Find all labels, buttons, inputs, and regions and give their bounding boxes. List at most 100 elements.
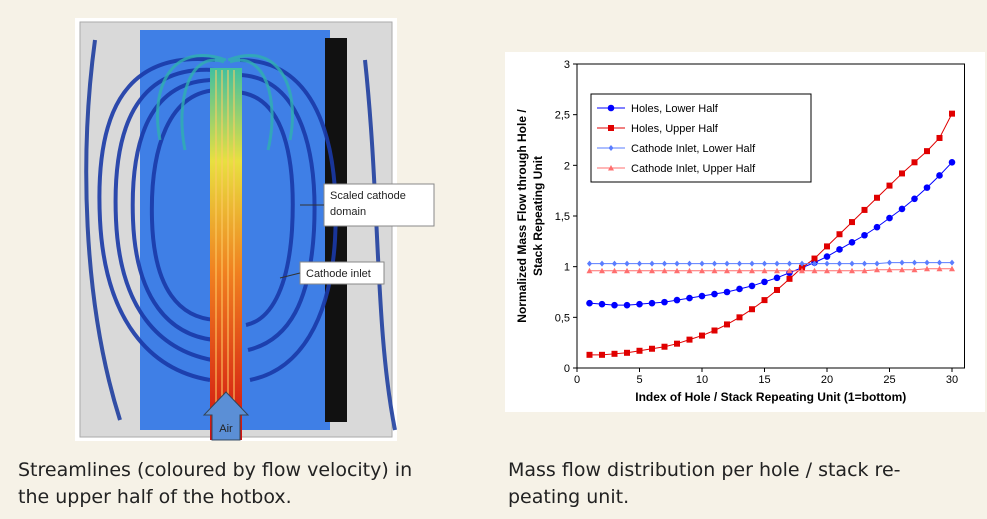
data-point — [774, 286, 780, 293]
legend-box — [590, 93, 812, 183]
data-point — [899, 259, 905, 266]
data-point — [824, 267, 830, 274]
data-point — [861, 231, 868, 239]
data-point — [862, 260, 867, 267]
data-point — [599, 351, 605, 358]
x-tick-label: 0 — [574, 374, 580, 386]
data-point — [624, 349, 630, 356]
data-point — [736, 314, 743, 321]
data-point — [936, 134, 943, 141]
data-point — [586, 299, 593, 307]
data-point — [724, 267, 730, 274]
data-point — [849, 219, 855, 226]
data-point — [799, 267, 805, 274]
data-point — [773, 274, 781, 282]
data-point — [899, 266, 905, 273]
data-point — [686, 336, 693, 343]
series-line — [589, 268, 952, 272]
caption: Streamlines (coloured by flow velocity) … — [18, 459, 412, 481]
data-point — [712, 260, 717, 267]
data-point — [786, 267, 793, 274]
simulation-image: Scaled cathode domain Cathode inlet Air — [75, 18, 435, 441]
x-tick-label: 15 — [758, 374, 770, 386]
data-point — [636, 267, 643, 274]
data-point — [749, 306, 755, 313]
x-tick-label: 30 — [946, 374, 958, 386]
data-point — [899, 170, 905, 177]
legend-label: Cathode Inlet, Lower Half — [631, 143, 756, 155]
data-point — [911, 159, 918, 166]
data-point — [636, 347, 643, 354]
callout-label: Scaled cathode — [330, 190, 406, 202]
data-point — [924, 265, 930, 272]
y-tick-label: 1,5 — [555, 211, 570, 223]
data-point — [687, 260, 692, 267]
data-point — [661, 267, 668, 274]
data-point — [774, 267, 780, 274]
data-point — [587, 260, 592, 267]
data-point — [611, 267, 618, 274]
data-point — [724, 321, 730, 328]
data-point — [724, 260, 730, 267]
data-point — [898, 205, 906, 213]
data-point — [748, 282, 756, 290]
data-point — [836, 231, 843, 238]
caption: Mass flow distribution per hole / stack … — [508, 459, 901, 481]
data-point — [948, 158, 956, 166]
data-point — [874, 260, 880, 267]
caption: peating unit. — [508, 486, 629, 508]
data-point — [586, 351, 593, 358]
data-point — [699, 267, 705, 274]
y-tick-label: 1 — [564, 262, 570, 274]
data-point — [873, 223, 881, 231]
data-point — [874, 194, 880, 201]
legend-marker — [608, 125, 614, 131]
callout-label: Cathode inlet — [306, 268, 371, 280]
legend-marker — [608, 145, 614, 151]
data-point — [612, 260, 617, 267]
data-point — [824, 243, 830, 250]
data-point — [812, 260, 817, 267]
data-point — [823, 253, 831, 260]
data-point — [936, 172, 943, 179]
data-point — [611, 301, 618, 309]
data-point — [736, 285, 743, 293]
data-point — [673, 296, 681, 304]
data-point — [811, 255, 818, 262]
data-point — [649, 260, 655, 267]
data-point — [861, 206, 868, 213]
data-point — [661, 343, 668, 350]
data-point — [749, 260, 755, 267]
x-axis-title: Index of Hole / Stack Repeating Unit (1=… — [635, 390, 906, 404]
data-point — [774, 260, 780, 267]
data-point — [761, 267, 768, 274]
data-point — [837, 260, 842, 267]
data-point — [649, 345, 655, 352]
legend-label: Holes, Lower Half — [631, 103, 719, 115]
data-point — [886, 214, 893, 222]
data-point — [849, 267, 855, 274]
data-point — [674, 260, 680, 267]
y-tick-label: 2 — [564, 160, 570, 172]
data-point — [786, 275, 793, 282]
data-point — [624, 267, 630, 274]
data-point — [949, 259, 955, 266]
data-point — [836, 246, 843, 253]
data-point — [736, 267, 743, 274]
data-point — [648, 299, 656, 307]
legend-label: Cathode Inlet, Upper Half — [631, 163, 756, 175]
data-point — [674, 340, 680, 347]
data-point — [949, 110, 955, 117]
y-axis-title: Normalized Mass Flow through Hole / — [515, 109, 529, 323]
data-point — [662, 260, 667, 267]
data-point — [912, 259, 917, 266]
data-point — [887, 259, 892, 266]
data-point — [824, 260, 830, 267]
data-point — [699, 332, 705, 339]
data-point — [923, 184, 931, 191]
data-point — [711, 327, 718, 334]
data-point — [711, 290, 718, 298]
data-point — [949, 265, 955, 272]
data-point — [598, 300, 606, 308]
